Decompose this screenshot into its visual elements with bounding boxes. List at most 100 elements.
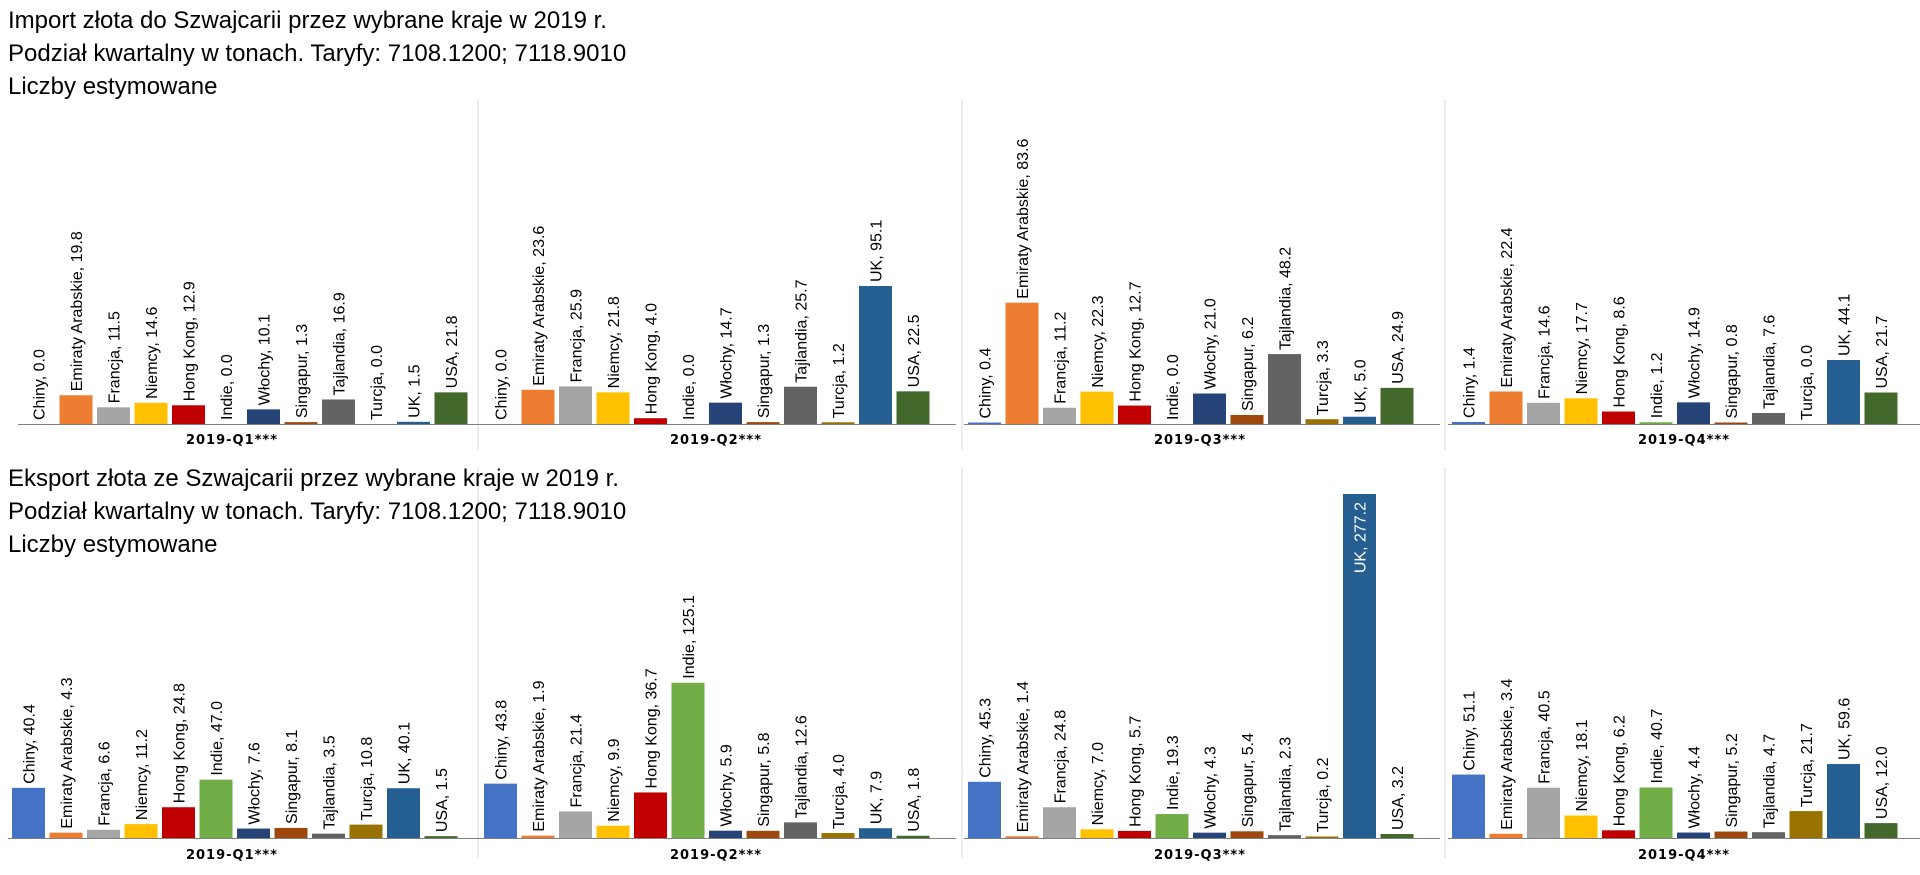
export-data-label-2019-q3-tajlandia: Tajlandia, 2.3: [1278, 737, 1295, 831]
import-quarter-label-2019-q4: 2019-Q4***: [1638, 433, 1730, 448]
import-data-label-2019-q4-uk: UK, 44.1: [1837, 294, 1854, 356]
import-data-label-2019-q3-uk: UK, 5.0: [1353, 359, 1370, 412]
import-data-label-2019-q4-w-ochy: Włochy, 14.9: [1687, 307, 1704, 398]
export-bar-2019-q2-uk: [859, 828, 892, 838]
export-bar-2019-q4-turcja: [1789, 811, 1823, 838]
export-quarter-label-2019-q4: 2019-Q4***: [1638, 848, 1730, 863]
export-bar-2019-q3-niemcy: [1080, 829, 1114, 838]
export-quarter-label-2019-q2: 2019-Q2***: [670, 848, 762, 863]
export-bar-2019-q4-niemcy: [1564, 815, 1598, 838]
import-bar-2019-q3-turcja: [1305, 419, 1339, 424]
import-bar-2019-q4-indie: [1639, 422, 1673, 424]
export-quarter-label-2019-q1: 2019-Q1***: [186, 848, 278, 863]
import-data-label-2019-q1-indie: Indie, 0.0: [219, 354, 236, 420]
export-bar-2019-q4-hong-kong: [1602, 830, 1635, 838]
import-data-label-2019-q1-emiraty-arabskie: Emiraty Arabskie, 19.8: [69, 231, 86, 391]
export-data-label-2019-q2-hong-kong: Hong Kong, 36.7: [644, 668, 661, 788]
import-data-label-2019-q4-usa: USA, 21.7: [1874, 315, 1891, 388]
export-bar-2019-q2-emiraty-arabskie: [521, 835, 555, 838]
export-data-label-2019-q1-turcja: Turcja, 10.8: [359, 737, 376, 821]
export-bar-2019-q4-tajlandia: [1752, 832, 1785, 838]
export-data-label-2019-q2-w-ochy: Włochy, 5.9: [719, 744, 736, 827]
import-data-label-2019-q2-francja: Francja, 25.9: [569, 289, 586, 382]
export-quarter-label-2019-q3: 2019-Q3***: [1154, 848, 1246, 863]
export-data-label-2019-q4-tajlandia: Tajlandia, 4.7: [1762, 734, 1779, 828]
import-data-label-2019-q3-indie: Indie, 0.0: [1165, 354, 1182, 420]
import-data-label-2019-q2-tajlandia: Tajlandia, 25.7: [794, 279, 811, 382]
import-bar-2019-q2-w-ochy: [709, 402, 742, 424]
import-title-line-3: Liczby estymowane: [8, 73, 218, 100]
export-bar-2019-q3-turcja: [1305, 836, 1339, 838]
export-data-label-2019-q1-uk: UK, 40.1: [397, 722, 414, 784]
import-chart: Import złota do Szwajcarii przez wybrane…: [8, 4, 1920, 450]
export-title-line-1: Eksport złota ze Szwajcarii przez wybran…: [8, 465, 619, 492]
export-title-line-2: Podział kwartalny w tonach. Taryfy: 7108…: [8, 498, 627, 525]
export-chart: Eksport złota ze Szwajcarii przez wybran…: [0, 458, 1920, 875]
export-data-label-2019-q4-singapur: Singapur, 5.2: [1724, 733, 1741, 827]
export-data-label-2019-q3-emiraty-arabskie: Emiraty Arabskie, 1.4: [1015, 681, 1032, 832]
import-data-label-2019-q2-indie: Indie, 0.0: [681, 354, 698, 420]
export-data-label-2019-q1-hong-kong: Hong Kong, 24.8: [172, 683, 189, 803]
import-bar-2019-q1-francja: [97, 407, 130, 424]
export-data-label-2019-q3-francja: Francja, 24.8: [1053, 710, 1070, 803]
import-data-label-2019-q2-turcja: Turcja, 1.2: [831, 343, 848, 418]
export-data-label-2019-q3-turcja: Turcja, 0.2: [1315, 757, 1332, 832]
import-bar-2019-q1-niemcy: [134, 402, 168, 424]
export-chart-title: Eksport złota ze Szwajcarii przez wybran…: [8, 462, 626, 561]
export-data-label-2019-q1-w-ochy: Włochy, 7.6: [247, 742, 264, 825]
export-bar-2019-q4-emiraty-arabskie: [1489, 833, 1523, 838]
export-bar-2019-q2-hong-kong: [634, 792, 667, 838]
import-bar-2019-q4-chiny: [1452, 421, 1485, 424]
export-bar-2019-q1-indie: [199, 779, 233, 838]
export-bar-2019-q1-tajlandia: [312, 833, 345, 838]
export-bar-2019-q1-uk: [387, 788, 420, 838]
export-chart-plot: Chiny, 40.4 Emiraty Arabskie, 4.3 Francja,…: [8, 468, 1920, 863]
import-data-label-2019-q4-francja: Francja, 14.6: [1537, 305, 1554, 398]
import-data-label-2019-q2-emiraty-arabskie: Emiraty Arabskie, 23.6: [531, 226, 548, 386]
import-bar-2019-q4-emiraty-arabskie: [1489, 391, 1523, 424]
import-chart-title: Import złota do Szwajcarii przez wybrane…: [8, 4, 626, 103]
import-data-label-2019-q2-singapur: Singapur, 1.3: [756, 324, 773, 418]
import-data-label-2019-q1-w-ochy: Włochy, 10.1: [257, 314, 274, 405]
import-data-label-2019-q1-uk: UK, 1.5: [407, 364, 424, 417]
export-data-label-2019-q1-usa: USA, 1.5: [434, 768, 451, 832]
import-bar-2019-q2-tajlandia: [784, 386, 817, 424]
export-bar-2019-q3-w-ochy: [1193, 832, 1226, 838]
import-data-label-2019-q3-niemcy: Niemcy, 22.3: [1090, 295, 1107, 387]
export-bar-2019-q4-francja: [1527, 787, 1560, 838]
export-data-label-2019-q1-indie: Indie, 47.0: [209, 701, 226, 776]
export-bar-2019-q2-indie: [671, 682, 705, 838]
import-bar-2019-q4-niemcy: [1564, 398, 1598, 424]
export-data-label-2019-q3-singapur: Singapur, 5.4: [1240, 733, 1257, 827]
export-data-label-2019-q3-niemcy: Niemcy, 7.0: [1090, 742, 1107, 825]
import-bar-2019-q1-tajlandia: [322, 399, 355, 424]
export-bar-2019-q1-w-ochy: [237, 828, 270, 838]
import-bar-2019-q2-singapur: [746, 422, 780, 424]
export-data-label-2019-q3-usa: USA, 3.2: [1390, 766, 1407, 830]
export-bar-2019-q3-uk: [1343, 494, 1376, 838]
import-data-label-2019-q3-emiraty-arabskie: Emiraty Arabskie, 83.6: [1015, 139, 1032, 299]
export-data-label-2019-q1-niemcy: Niemcy, 11.2: [134, 729, 151, 820]
export-data-label-2019-q1-francja: Francja, 6.6: [97, 741, 114, 826]
import-data-label-2019-q1-tajlandia: Tajlandia, 16.9: [332, 292, 349, 395]
import-bar-2019-q2-uk: [859, 286, 892, 424]
export-bar-2019-q4-w-ochy: [1677, 832, 1710, 838]
export-bar-2019-q2-turcja: [821, 833, 855, 838]
export-data-label-2019-q4-uk: UK, 59.6: [1837, 698, 1854, 760]
import-bar-2019-q4-w-ochy: [1677, 402, 1710, 424]
import-data-label-2019-q3-hong-kong: Hong Kong, 12.7: [1128, 281, 1145, 401]
import-data-label-2019-q3-singapur: Singapur, 6.2: [1240, 317, 1257, 411]
export-bar-2019-q1-chiny: [12, 787, 45, 838]
import-data-label-2019-q4-indie: Indie, 1.2: [1649, 352, 1666, 418]
import-bar-2019-q4-tajlandia: [1752, 412, 1785, 424]
import-data-label-2019-q4-hong-kong: Hong Kong, 8.6: [1612, 296, 1629, 407]
import-bar-2019-q1-emiraty-arabskie: [59, 395, 93, 424]
import-bar-2019-q2-hong-kong: [634, 418, 667, 424]
import-bar-2019-q2-turcja: [821, 422, 855, 424]
import-data-label-2019-q4-singapur: Singapur, 0.8: [1724, 324, 1741, 418]
export-bar-2019-q3-indie: [1155, 814, 1189, 838]
export-data-label-2019-q4-indie: Indie, 40.7: [1649, 709, 1666, 784]
export-data-label-2019-q2-uk: UK, 7.9: [869, 771, 886, 824]
import-title-line-2: Podział kwartalny w tonach. Taryfy: 7108…: [8, 40, 627, 67]
import-bar-2019-q3-singapur: [1230, 415, 1264, 424]
